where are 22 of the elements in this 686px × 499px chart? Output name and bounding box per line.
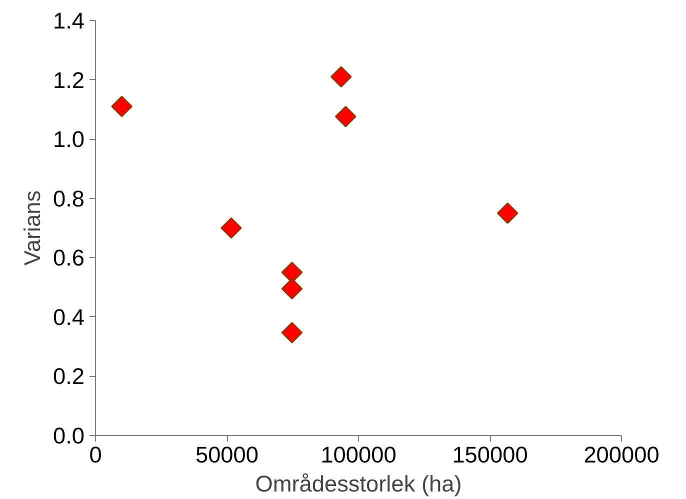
point [220,217,242,239]
x-axis-title: Områdesstorlek (ha) [255,470,462,496]
point [111,96,132,118]
y-tick-label: 0.0 [53,422,85,448]
x-tick-label: 100000 [320,442,396,468]
point [334,106,356,128]
point [496,202,518,224]
y-tick-label: 1.4 [53,8,85,34]
y-tick-label: 0.6 [53,244,85,271]
point [330,66,352,88]
y-tick-label: 0.2 [53,363,85,390]
x-tick-label: 200000 [584,442,660,468]
point [281,322,303,344]
x-tick-label: 150000 [452,442,528,468]
y-tick-label: 1.0 [53,126,85,152]
y-tick-label: 1.2 [53,66,85,93]
x-tick-label: 50000 [196,442,259,468]
y-tick-label: 0.8 [53,185,85,212]
x-tick-label: 0 [89,442,102,468]
y-tick-label: 0.4 [53,304,85,330]
y-axis-title: Varians [19,190,46,266]
point [281,278,303,300]
